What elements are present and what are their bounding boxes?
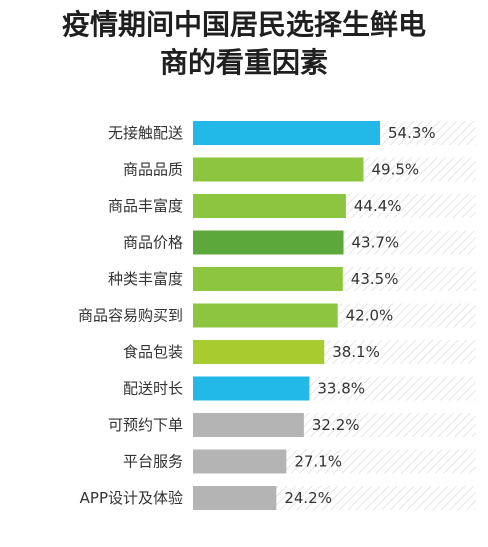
chart-title-line-2: 商的看重因素: [159, 46, 328, 79]
bar: [193, 157, 364, 182]
chart-title-line-1: 疫情期间中国居民选择生鲜电: [61, 8, 426, 41]
value-label: 54.3%: [388, 124, 436, 142]
value-label: 33.8%: [317, 380, 365, 398]
value-label: 32.2%: [312, 416, 360, 434]
bar: [193, 267, 343, 291]
bar: [193, 303, 338, 328]
bar: [193, 413, 304, 437]
value-label: 43.5%: [351, 270, 399, 288]
category-label: 商品价格: [123, 234, 183, 252]
category-label: 配送时长: [123, 380, 183, 398]
category-label: 无接触配送: [108, 124, 183, 142]
bar: [193, 449, 287, 474]
value-label: 38.1%: [332, 343, 380, 361]
value-label: 43.7%: [351, 234, 399, 252]
bar: [193, 376, 310, 401]
value-label: 49.5%: [371, 161, 419, 179]
value-label: 27.1%: [294, 453, 342, 471]
value-label: 24.2%: [284, 489, 332, 507]
chart-title: 疫情期间中国居民选择生鲜电 商的看重因素: [0, 6, 488, 82]
value-label: 42.0%: [346, 307, 394, 325]
bar: [193, 340, 325, 364]
bar: [193, 121, 380, 145]
bar: [193, 486, 277, 510]
category-label: 商品丰富度: [108, 197, 183, 215]
bar: [193, 230, 344, 255]
bar: [193, 194, 346, 218]
category-label: 商品品质: [123, 161, 183, 179]
category-label: 平台服务: [123, 453, 183, 471]
category-label: 食品包装: [123, 343, 183, 361]
category-label: 商品容易购买到: [78, 307, 183, 325]
value-label: 44.4%: [354, 197, 402, 215]
category-label: APP设计及体验: [80, 489, 183, 507]
category-label: 种类丰富度: [108, 270, 183, 288]
category-label: 可预约下单: [108, 416, 183, 434]
